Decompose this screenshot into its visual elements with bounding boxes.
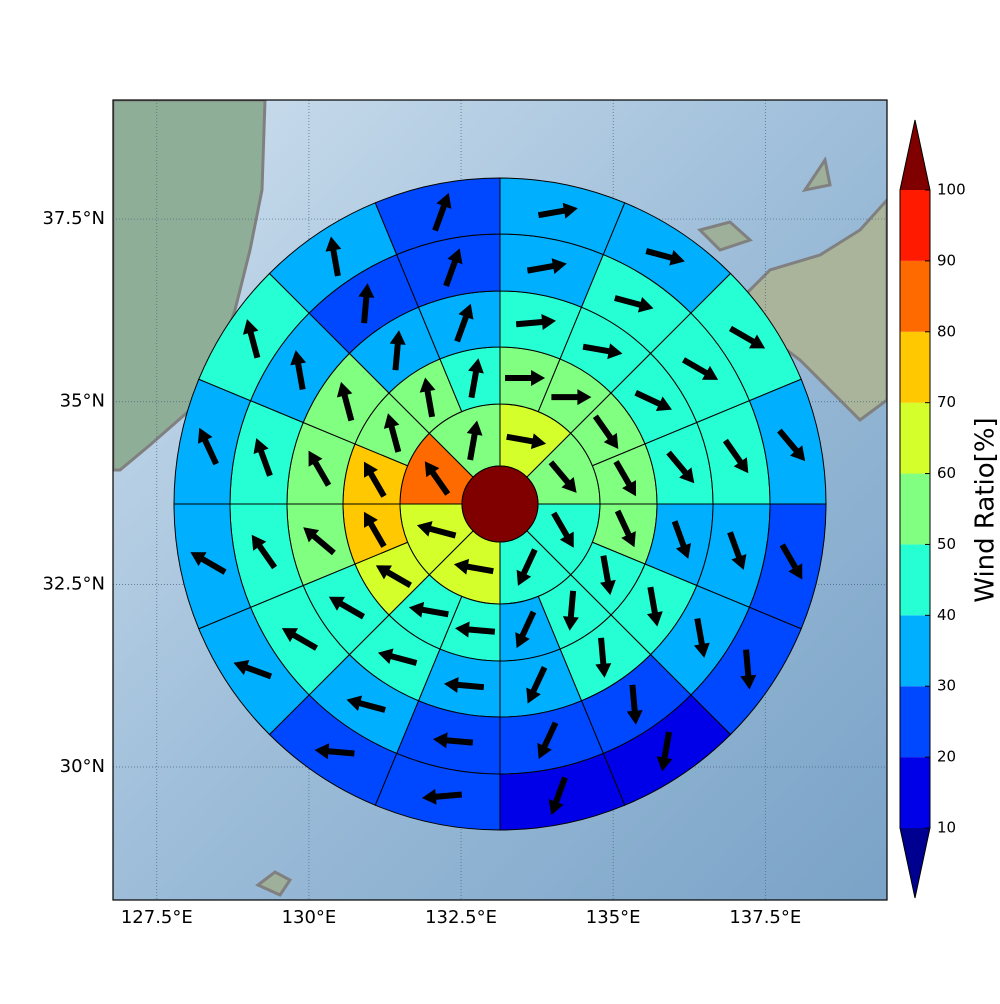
x-tick-label: 135°E [586,907,641,928]
y-tick-label: 35°N [60,391,105,412]
y-tick-label: 30°N [60,756,105,777]
colorbar-under [900,828,930,898]
colorbar-segment [900,757,930,828]
colorbar-tick-label: 10 [937,819,956,837]
colorbar-over [900,120,930,190]
x-tick-label: 130°E [282,907,337,928]
colorbar-tick-label: 30 [937,677,956,695]
colorbar-segment [900,332,930,403]
colorbar-tick-label: 100 [937,181,966,199]
colorbar: 10 20 30 40 50 60 70 80 90 100 [900,120,966,898]
colorbar-tick-label: 20 [937,748,956,766]
y-tick-label: 37.5°N [42,208,105,229]
colorbar-tick-label: 50 [937,535,956,553]
x-tick-label: 137.5°E [729,907,801,928]
colorbar-label: Wind Ratio[%] [971,417,1000,602]
colorbar-segment [900,403,930,474]
center-circle [462,466,538,542]
colorbar-segment [900,261,930,332]
colorbar-segment [900,686,930,757]
colorbar-segment [900,190,930,261]
colorbar-tick-label: 90 [937,251,956,269]
colorbar-segment [900,615,930,686]
colorbar-tick-label: 70 [937,393,956,411]
colorbar-segment [900,474,930,545]
colorbar-segment [900,544,930,615]
colorbar-tick-label: 60 [937,464,956,482]
colorbar-tick-label: 80 [937,322,956,340]
x-tick-label: 132.5°E [425,907,497,928]
y-tick-label: 32.5°N [42,573,105,594]
colorbar-tick-label: 40 [937,606,956,624]
x-tick-label: 127.5°E [121,907,193,928]
sectors [174,178,826,830]
